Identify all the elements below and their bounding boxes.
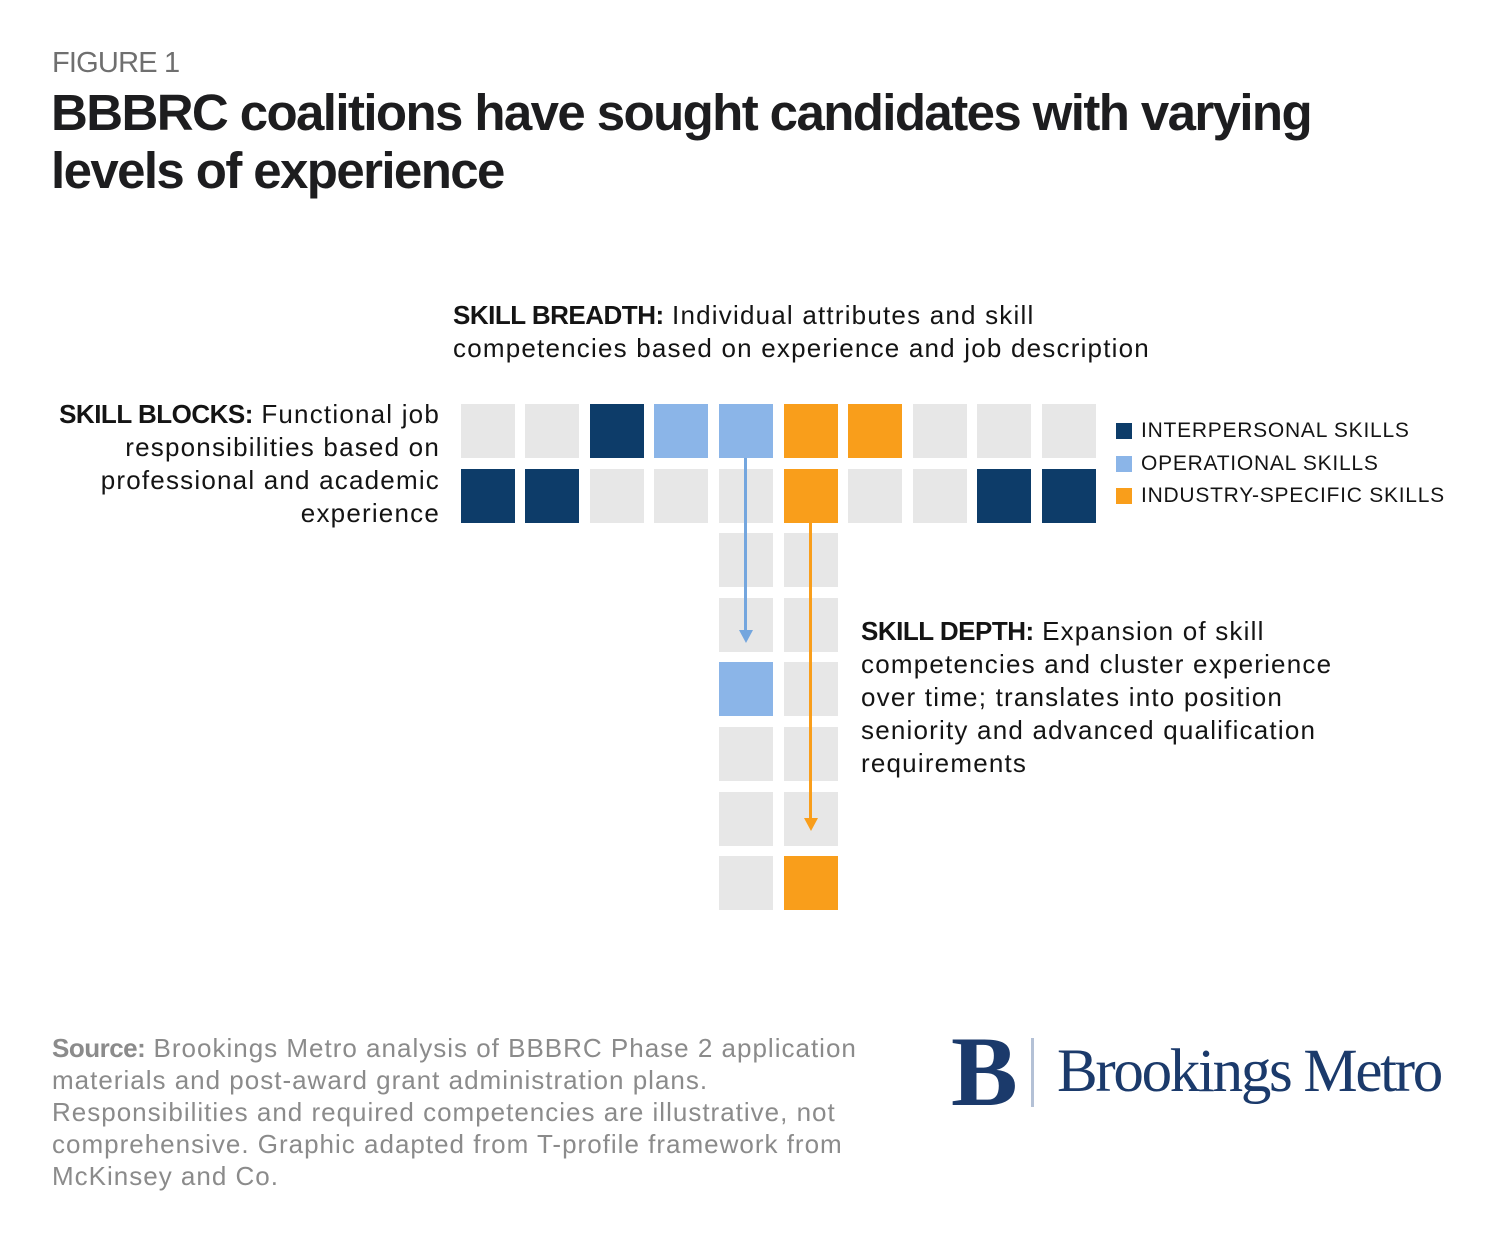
skill-depth-arrow-orange-line — [809, 522, 812, 818]
skill-depth-annotation: SKILL DEPTH: Expansion of skill competen… — [861, 615, 1401, 780]
grid-cell-gray — [460, 404, 515, 458]
legend-label-interpersonal: INTERPERSONAL SKILLS — [1141, 419, 1410, 442]
grid-cell-gray — [718, 727, 773, 781]
source-text: Brookings Metro analysis of BBBRC Phase … — [52, 1032, 857, 1191]
legend-item-operational: OPERATIONAL SKILLS — [1116, 451, 1379, 475]
skill-depth-arrow-blue-line — [744, 458, 748, 630]
grid-cell-orange — [783, 856, 838, 911]
grid-cell-lightblue — [654, 404, 709, 458]
legend-swatch-industry-specific-icon — [1116, 488, 1132, 505]
grid-cell-gray — [912, 404, 967, 458]
grid-cell-gray — [718, 791, 773, 846]
legend-swatch-interpersonal-icon — [1116, 423, 1132, 439]
legend-label-operational: OPERATIONAL SKILLS — [1141, 451, 1379, 475]
grid-cell-navy — [460, 468, 515, 523]
skill-breadth-annotation: SKILL BREADTH: Individual attributes and… — [453, 299, 1243, 365]
skill-breadth-lead: SKILL BREADTH: — [453, 300, 664, 330]
legend-swatch-operational-icon — [1116, 455, 1132, 472]
grid-cell-gray — [1041, 404, 1096, 458]
grid-cell-lightblue — [718, 662, 773, 717]
skill-blocks-lead: SKILL BLOCKS: — [59, 399, 253, 429]
figure-title: BBBRC coalitions have sought candidates … — [51, 84, 1313, 199]
grid-cell-gray — [525, 404, 580, 458]
grid-cell-navy — [589, 404, 644, 458]
skill-blocks-text: Functional job responsibilities based on… — [100, 399, 440, 528]
legend-item-industry-specific: INDUSTRY-SPECIFIC SKILLS — [1116, 484, 1445, 508]
legend-item-interpersonal: INTERPERSONAL SKILLS — [1116, 419, 1410, 442]
skill-depth-lead: SKILL DEPTH: — [861, 615, 1034, 646]
skill-depth-arrow-orange-head — [803, 818, 818, 831]
grid-cell-gray — [912, 468, 967, 523]
brookings-metro-wordmark: Brookings Metro — [1057, 1038, 1443, 1105]
source-lead: Source: — [52, 1032, 146, 1063]
grid-cell-orange — [848, 404, 903, 458]
brookings-monogram: B — [951, 1016, 1018, 1127]
grid-cell-gray — [977, 404, 1032, 458]
grid-cell-orange — [783, 404, 838, 458]
grid-cell-navy — [1041, 468, 1096, 523]
source-note: Source: Brookings Metro analysis of BBBR… — [52, 1032, 912, 1192]
skill-blocks-annotation: SKILL BLOCKS: Functional job responsibil… — [40, 398, 440, 530]
grid-cell-gray — [718, 856, 773, 911]
grid-cell-navy — [977, 468, 1032, 523]
grid-cell-gray — [848, 468, 903, 523]
grid-cell-orange — [783, 468, 838, 523]
grid-cell-lightblue — [718, 404, 773, 458]
grid-cell-navy — [525, 468, 580, 523]
skill-depth-arrow-blue-head — [738, 630, 753, 643]
grid-cell-gray — [589, 468, 644, 523]
grid-cell-gray — [654, 468, 709, 523]
logo-divider — [1031, 1038, 1034, 1107]
skill-breadth-text: Individual attributes and skill competen… — [453, 300, 1150, 363]
figure-number-label: FIGURE 1 — [52, 47, 180, 79]
skill-depth-text: Expansion of skill competencies and clus… — [861, 615, 1333, 778]
legend-label-industry-specific: INDUSTRY-SPECIFIC SKILLS — [1141, 484, 1445, 508]
